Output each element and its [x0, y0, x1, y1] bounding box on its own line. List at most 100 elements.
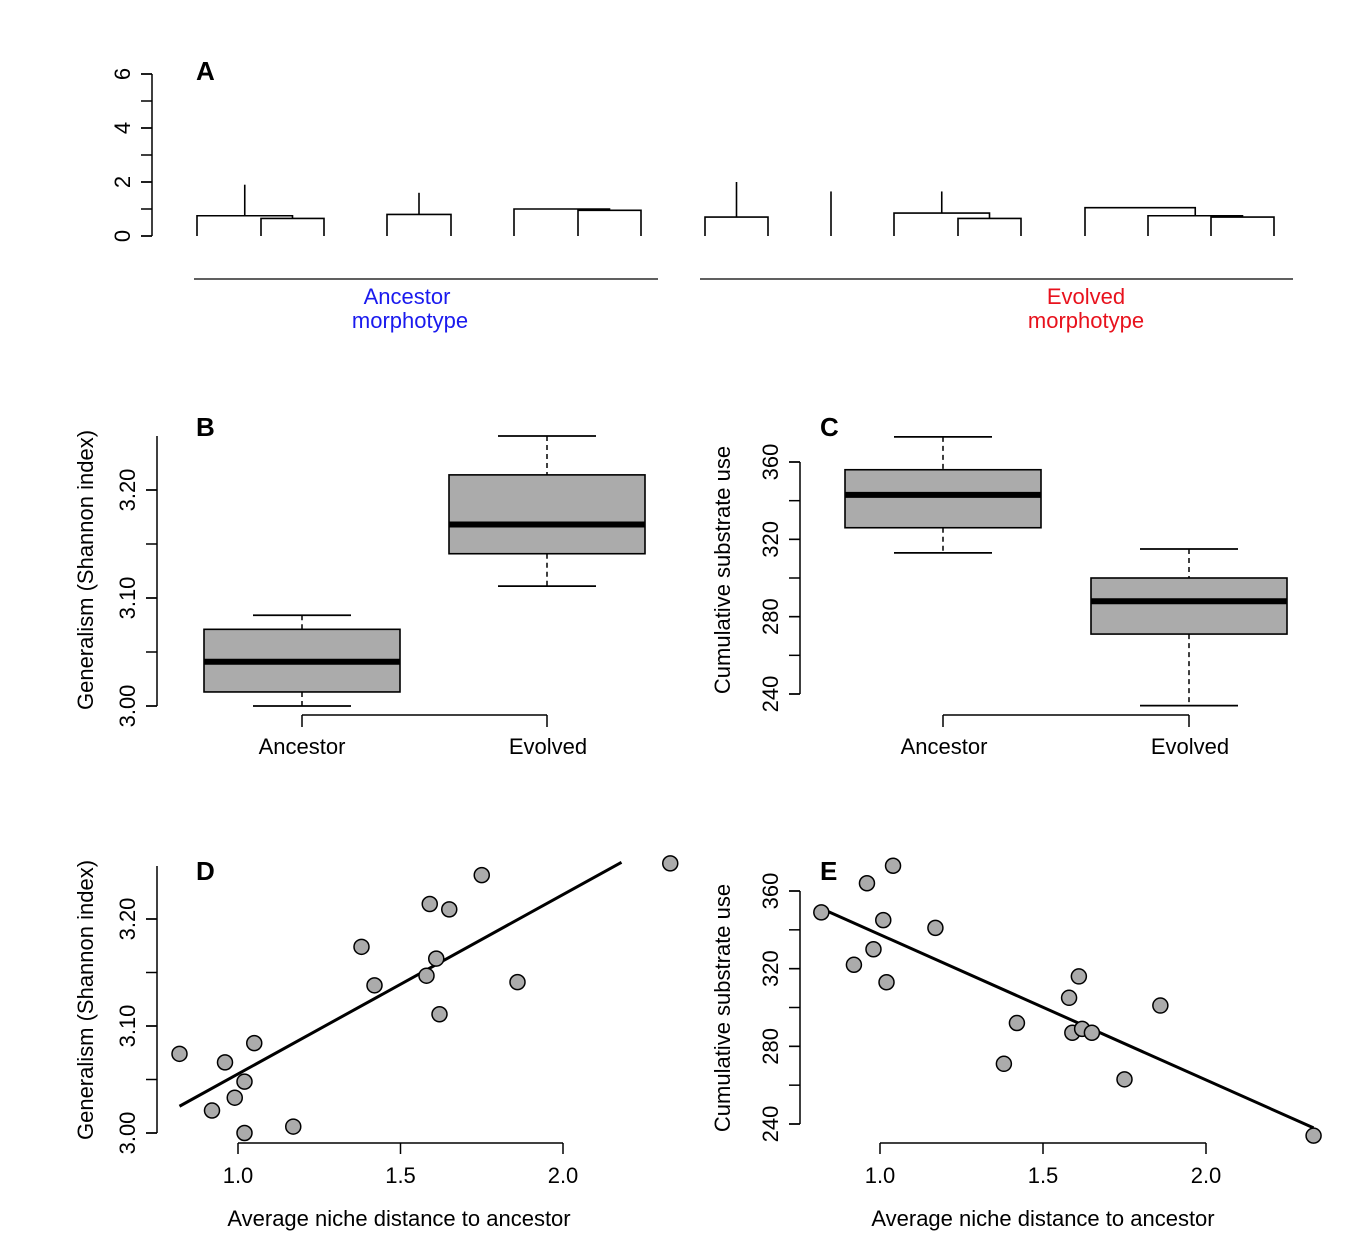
panel-e-point	[1116, 1071, 1133, 1088]
panel-d-point	[236, 1124, 253, 1142]
panel-d-x-label: Average niche distance to ancestor	[227, 1206, 570, 1231]
dendrogram-link	[386, 213, 452, 236]
panel-a-ticks: 0 2 4 6	[110, 68, 152, 242]
panel-e: E Cumulative substrate use 240 280 320 360 1…	[710, 856, 1322, 1231]
dendrogram-link	[1147, 214, 1244, 236]
panel-d-y-tick-label: 3.00	[115, 1112, 140, 1155]
dendrogram-link	[1210, 216, 1275, 236]
panel-a-y-tick-label: 0	[110, 230, 135, 242]
panel-e-point	[865, 941, 882, 958]
panel-b-boxes	[203, 435, 646, 707]
panel-e-x-tick-label: 1.5	[1028, 1163, 1059, 1188]
dendrogram-link	[577, 209, 642, 236]
panel-b-label: B	[196, 412, 215, 442]
panel-e-x-tick-label: 2.0	[1191, 1163, 1222, 1188]
panel-e-x-tick-label: 1.0	[865, 1163, 896, 1188]
panel-d-x-tick-label: 2.0	[548, 1163, 579, 1188]
dendrogram-link	[893, 212, 991, 236]
panel-b-y-label: Generalism (Shannon index)	[73, 430, 98, 710]
panel-c-y-tick-label: 320	[758, 521, 783, 558]
panel-b: B Generalism (Shannon index) 3.00 3.10 3.2…	[73, 412, 646, 759]
panel-b-y-tick-label: 3.20	[115, 469, 140, 512]
panel-d-point	[366, 977, 383, 994]
panel-d-point	[353, 938, 370, 956]
panel-d-point	[418, 967, 435, 984]
panel-e-point	[1305, 1127, 1322, 1144]
dendrogram-link	[1084, 206, 1197, 236]
panel-c-y-tick-label: 360	[758, 444, 783, 481]
panel-e-x-label: Average niche distance to ancestor	[871, 1206, 1214, 1231]
panel-d-label: D	[196, 856, 215, 886]
dendrogram-link	[260, 217, 325, 236]
panel-d-y-label: Generalism (Shannon index)	[73, 860, 98, 1140]
panel-b-y-tick-label: 3.00	[115, 685, 140, 728]
panel-d-point	[171, 1045, 188, 1063]
panel-d-point	[285, 1118, 302, 1135]
panel-b-y-tick-label: 3.10	[115, 577, 140, 620]
dendrogram-link	[513, 208, 611, 236]
panel-a-y-tick-label: 2	[110, 176, 135, 188]
panel-b-box	[448, 474, 646, 555]
panel-e-y-label: Cumulative substrate use	[710, 884, 735, 1132]
panel-d-y-tick-label: 3.10	[115, 1005, 140, 1048]
panel-d-point	[473, 866, 490, 884]
panel-e-point	[1060, 989, 1078, 1007]
panel-c-box	[844, 468, 1042, 529]
panel-d-point	[441, 901, 458, 918]
panel-c-x-tick-label: Ancestor	[901, 734, 988, 759]
panel-c-y-label: Cumulative substrate use	[710, 446, 735, 694]
panel-c-y-tick-label: 240	[758, 676, 783, 713]
panel-e-point	[995, 1055, 1013, 1073]
panel-b-ticks: 3.00 3.10 3.20	[115, 469, 157, 728]
panel-e-point	[1083, 1024, 1101, 1041]
panel-e-point	[813, 904, 830, 921]
panel-d-marks	[171, 855, 679, 1142]
panel-c-box	[1090, 577, 1288, 635]
panel-e-marks	[813, 857, 1322, 1144]
panel-d-point	[203, 1102, 221, 1119]
panel-d-point	[236, 1073, 253, 1090]
panel-e-point	[878, 974, 895, 991]
panel-d-y-tick-label: 3.20	[115, 898, 140, 941]
panel-e-point	[1152, 997, 1169, 1014]
dendrogram-link	[704, 216, 769, 236]
ancestor-group-label-line1: Ancestor	[364, 284, 451, 309]
panel-e-y-tick-label: 280	[758, 1028, 783, 1065]
panel-c-label: C	[820, 412, 839, 442]
panel-d-x-tick-label: 1.0	[223, 1163, 254, 1188]
panel-b-x-tick-label: Ancestor	[259, 734, 346, 759]
evolved-group-label-line1: Evolved	[1047, 284, 1125, 309]
panel-e-point	[1070, 968, 1088, 985]
panel-a-label: A	[196, 56, 215, 86]
panel-e-y-tick-label: 240	[758, 1106, 783, 1143]
panel-d-point	[216, 1054, 234, 1071]
panel-d-point	[509, 973, 526, 991]
panel-a-y-tick-label: 6	[110, 68, 135, 80]
panel-d: D Generalism (Shannon index) 3.00 3.10 3.2…	[73, 855, 679, 1231]
panel-d-x-tick-label: 1.5	[385, 1163, 416, 1188]
panel-e-point	[927, 919, 944, 937]
panel-d-point	[431, 1005, 448, 1023]
panel-d-point	[246, 1034, 263, 1052]
dendrogram	[197, 182, 1275, 236]
panel-e-point	[875, 911, 892, 929]
panel-c-x-tick-label: Evolved	[1151, 734, 1229, 759]
panel-d-point	[421, 895, 438, 913]
panel-d-fit-line	[178, 860, 623, 1108]
panel-d-ticks: 3.00 3.10 3.20 1.0 1.5 2.0	[115, 898, 578, 1188]
panel-e-point	[858, 874, 876, 892]
panel-c-ticks: 240 280 320 360	[758, 444, 800, 713]
panel-c-y-tick-label: 280	[758, 598, 783, 635]
panel-d-point	[226, 1089, 243, 1106]
panel-d-point	[428, 950, 445, 967]
panel-e-point	[845, 956, 863, 974]
panel-e-point	[884, 857, 902, 875]
panel-c: C Cumulative substrate use 240280320360 …	[710, 412, 1288, 759]
panel-e-y-tick-label: 320	[758, 950, 783, 987]
panel-c-boxes	[844, 435, 1288, 707]
ancestor-group-label-line2: morphotype	[352, 308, 468, 333]
panel-e-point	[1008, 1014, 1026, 1032]
evolved-group-label-line2: morphotype	[1028, 308, 1144, 333]
panel-a: A 0 2 4 6 Ancestor morphotype Evolved morph…	[110, 56, 1293, 333]
